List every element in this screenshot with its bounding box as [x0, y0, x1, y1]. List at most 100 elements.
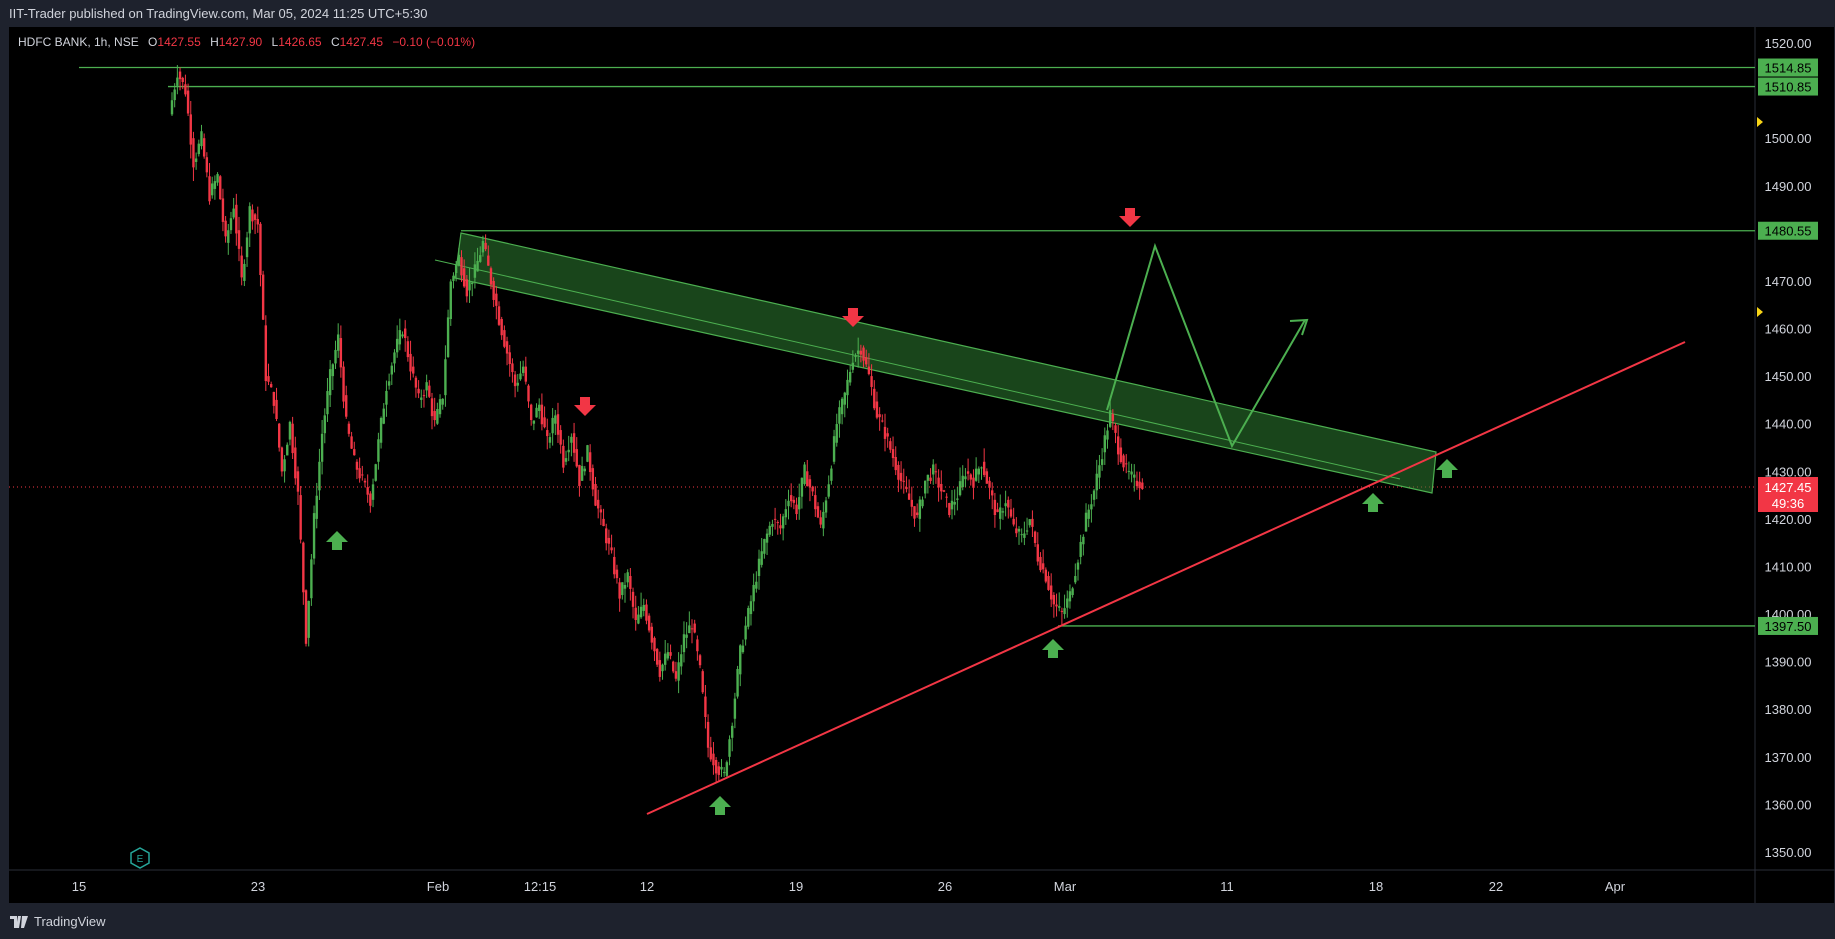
- down-arrow-icon: [574, 397, 596, 416]
- candle-body: [586, 445, 589, 462]
- candle-body: [993, 499, 997, 516]
- candle-body: [596, 499, 600, 509]
- candle-body: [1100, 459, 1104, 465]
- candle-body: [709, 747, 712, 760]
- candle-body: [556, 414, 560, 435]
- candle-body: [1090, 504, 1093, 510]
- candle-body: [752, 584, 755, 602]
- candle-body: [798, 497, 801, 510]
- candle-body: [403, 328, 407, 339]
- candle-body: [838, 407, 841, 424]
- candle-body: [1028, 519, 1031, 526]
- candle-body: [1119, 447, 1123, 463]
- candle-body: [942, 490, 946, 492]
- close-label: C: [330, 35, 340, 49]
- projected-path[interactable]: [1106, 242, 1306, 449]
- candle-body: [1106, 430, 1109, 440]
- time-tick-label: 18: [1369, 879, 1383, 894]
- price-level-label: 1480.55: [1765, 224, 1812, 239]
- candle-body: [1015, 528, 1018, 534]
- candle-body: [312, 513, 316, 559]
- publish-bar: IIT-Trader published on TradingView.com,…: [0, 0, 1835, 27]
- candle-body: [875, 401, 879, 418]
- candle-body: [345, 395, 348, 417]
- svg-text:E: E: [137, 854, 144, 865]
- price-axis[interactable]: 1520.001510.001500.001490.001480.001470.…: [1765, 36, 1812, 860]
- candle-body: [615, 569, 619, 579]
- time-axis[interactable]: 15 23 Feb 12:15 12 19 26 Mar 11 18 22 Apr: [72, 879, 1626, 894]
- candle-body: [974, 468, 978, 481]
- candle-body: [996, 509, 999, 513]
- candle-body: [205, 157, 209, 173]
- candle-body: [1074, 576, 1077, 583]
- candle-body: [779, 525, 782, 529]
- candle-body: [964, 476, 967, 480]
- up-arrow-icon: [1042, 639, 1064, 658]
- projected-path-arrowhead: [1289, 318, 1309, 336]
- time-tick-label: Apr: [1605, 879, 1626, 894]
- alert-marker-icon: [1757, 307, 1763, 317]
- symbol-title[interactable]: HDFC BANK, 1h, NSE: [18, 35, 139, 49]
- candle-body: [1039, 556, 1042, 571]
- candle-body: [693, 623, 696, 633]
- candle-body: [728, 739, 731, 757]
- candle-body: [666, 652, 670, 659]
- candle-body: [361, 474, 364, 476]
- price-tick-label: 1380.00: [1765, 702, 1812, 717]
- candle-body: [647, 615, 651, 631]
- horizontal-levels[interactable]: 1514.85 1510.85 1480.55 1397.50: [79, 58, 1818, 635]
- earnings-icon[interactable]: E: [130, 847, 150, 869]
- candle-body: [342, 366, 345, 402]
- candle-body: [757, 558, 761, 576]
- candle-body: [969, 474, 972, 480]
- tradingview-logo[interactable]: TradingView: [10, 914, 106, 929]
- candle-body: [621, 582, 624, 596]
- candle-body: [623, 584, 627, 589]
- price-tick-label: 1420.00: [1765, 512, 1812, 527]
- candle-body: [495, 293, 498, 306]
- candle-body: [755, 581, 758, 589]
- time-tick-label: 12:15: [524, 879, 557, 894]
- candle-body: [658, 660, 662, 677]
- ascending-support-trendline[interactable]: [646, 341, 1686, 815]
- candle-body: [669, 652, 672, 656]
- candle-body: [840, 398, 844, 415]
- candle-body: [972, 477, 975, 488]
- candle-body: [789, 495, 793, 502]
- candle-body: [843, 392, 846, 405]
- candle-body: [559, 430, 562, 445]
- candle-body: [221, 198, 225, 222]
- candle-body: [1041, 563, 1045, 570]
- candle-body: [1055, 604, 1058, 607]
- candle-body: [529, 404, 533, 421]
- candle-body: [602, 518, 605, 527]
- candle-body: [1084, 512, 1088, 532]
- candle-body: [744, 625, 747, 640]
- candle-body: [532, 420, 536, 424]
- candle-body: [355, 461, 359, 470]
- channel-midline[interactable]: [434, 259, 1401, 480]
- candle-body: [808, 479, 812, 488]
- candle-body: [886, 433, 889, 437]
- candle-body: [905, 487, 908, 490]
- candle-body: [966, 471, 970, 474]
- chart-panel[interactable]: [9, 27, 1834, 903]
- candle-body: [513, 374, 517, 387]
- candle-body: [634, 607, 637, 621]
- candle-body: [538, 404, 541, 412]
- candle-body: [1052, 595, 1056, 605]
- candle-body: [988, 480, 991, 488]
- candle-body: [554, 415, 557, 424]
- candle-body: [749, 601, 753, 615]
- candle-body: [642, 604, 645, 611]
- candle-body: [739, 645, 742, 675]
- candle-body: [503, 330, 506, 347]
- descending-channel-zone[interactable]: [454, 232, 1437, 494]
- candle-body: [245, 237, 249, 258]
- candle-body: [1004, 503, 1007, 507]
- candle-body: [1023, 533, 1026, 538]
- candle-body: [572, 433, 576, 453]
- candle-body: [1071, 588, 1074, 596]
- candle-body: [484, 242, 487, 250]
